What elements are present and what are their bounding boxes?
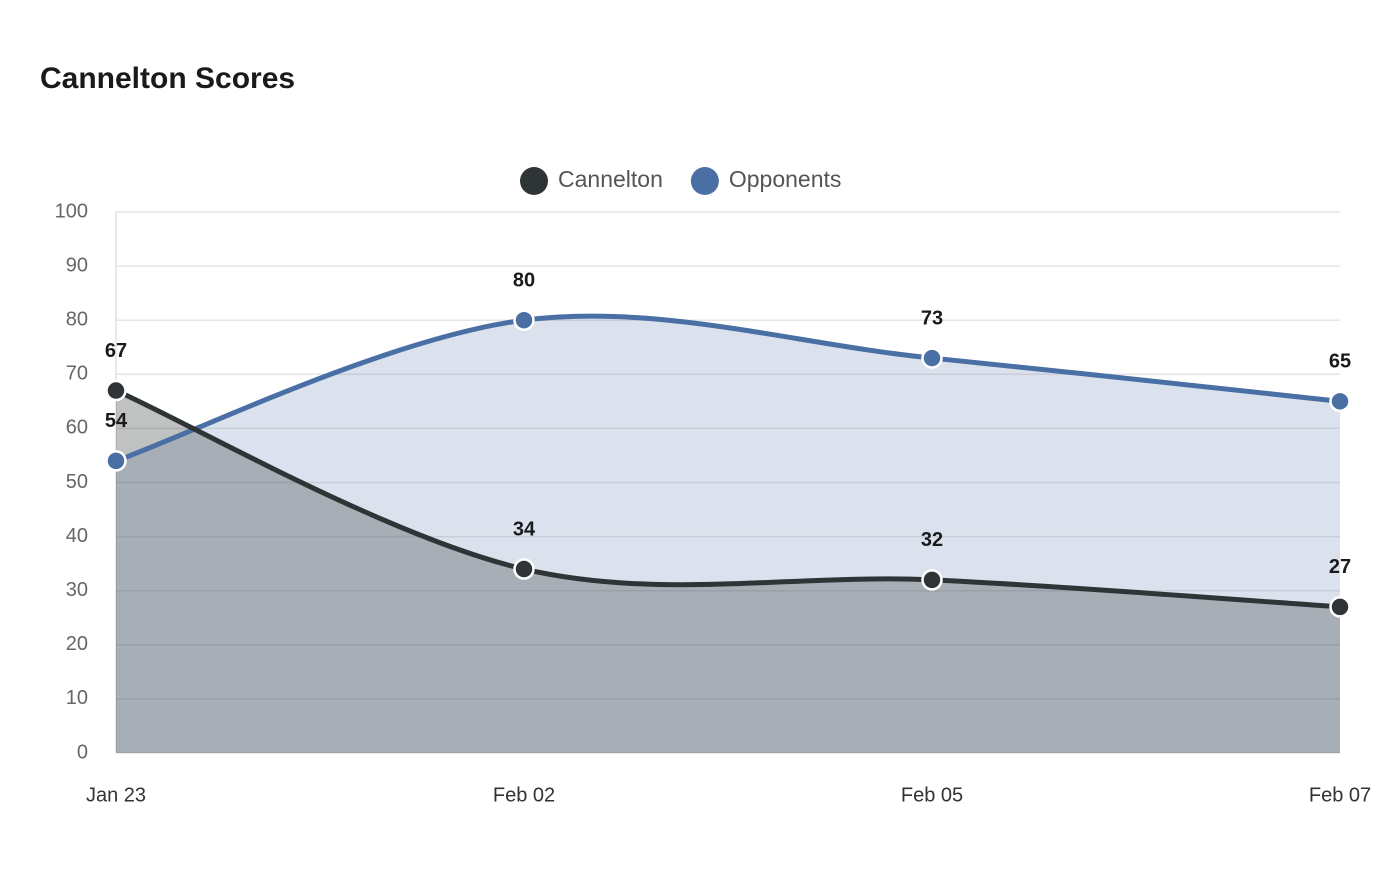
- y-tick-label: 30: [66, 579, 88, 601]
- line: [115, 313, 1341, 464]
- y-tick-label: 10: [66, 687, 88, 709]
- data-label: 32: [921, 529, 943, 551]
- data-label: 67: [105, 340, 127, 362]
- x-tick-label: Feb 02: [493, 784, 555, 806]
- legend-marker[interactable]: [520, 167, 548, 195]
- legend-label[interactable]: Opponents: [729, 166, 842, 192]
- data-label: 54: [105, 410, 128, 432]
- x-tick-label: Jan 23: [86, 784, 146, 806]
- point: [513, 309, 535, 331]
- data-label: 80: [513, 269, 535, 291]
- y-tick-label: 90: [66, 254, 88, 276]
- point: [513, 558, 535, 580]
- data-label: 27: [1329, 556, 1351, 578]
- area: [116, 390, 1340, 753]
- legend-marker[interactable]: [690, 167, 719, 195]
- point: [1329, 390, 1351, 413]
- y-tick-label: 80: [66, 308, 88, 330]
- point: [921, 347, 943, 369]
- y-tick-label: 0: [77, 741, 88, 763]
- area: [116, 316, 1340, 753]
- point: [105, 450, 127, 472]
- data-label: 65: [1329, 351, 1351, 373]
- x-tick-label: Feb 07: [1309, 784, 1371, 806]
- y-tick-label: 60: [66, 417, 88, 439]
- y-tick-label: 20: [66, 633, 88, 655]
- chart-title: Cannelton Scores: [40, 62, 295, 95]
- point: [921, 569, 943, 591]
- y-tick-label: 100: [55, 200, 88, 222]
- y-tick-label: 50: [66, 471, 88, 493]
- data-label: 34: [513, 518, 536, 540]
- point: [1329, 596, 1351, 618]
- y-tick-label: 40: [66, 525, 88, 547]
- x-tick-label: Feb 05: [901, 784, 963, 806]
- legend-label[interactable]: Cannelton: [558, 166, 663, 192]
- y-tick-label: 70: [66, 363, 88, 385]
- point: [105, 379, 127, 402]
- data-label: 73: [921, 307, 943, 329]
- line: [114, 388, 1341, 610]
